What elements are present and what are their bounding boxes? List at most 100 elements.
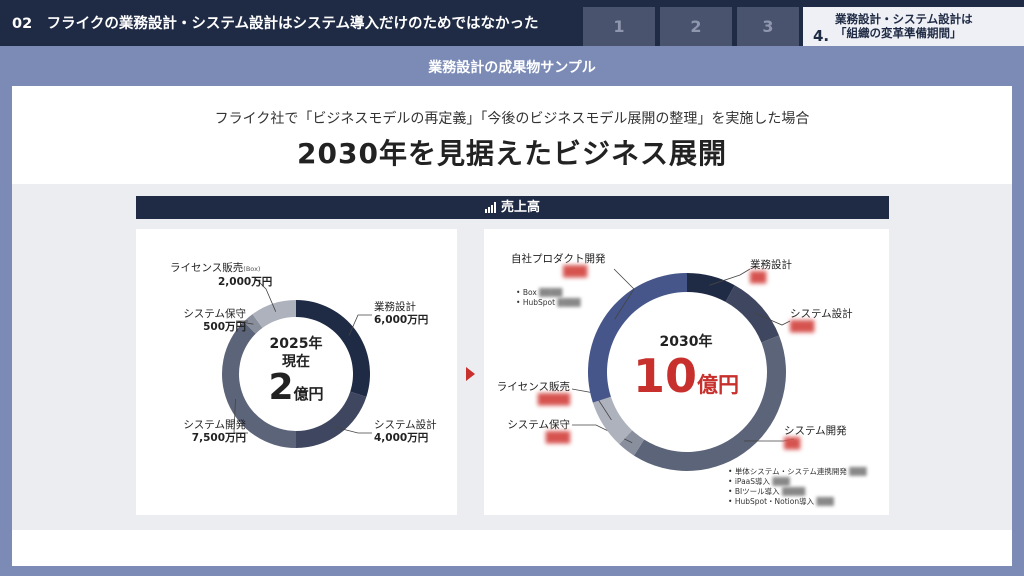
label-development-name: システム開発 [183, 419, 246, 431]
section-bar: 業務設計の成果物サンプル [0, 46, 1024, 86]
donut-slice-0 [296, 300, 370, 397]
note-dev-2: iPaaS導入 [734, 477, 771, 486]
leader-line-5 [613, 268, 635, 320]
label-business-design-2030: 業務設計 ██ [750, 259, 792, 285]
center-sub-2025: 現在 [282, 354, 310, 370]
note-dev-4: HubSpot・Notion導入 [734, 497, 815, 506]
center-total-2025: 2億円 [256, 367, 336, 408]
donut-chart-2030 [571, 268, 795, 471]
note-dev-2-blurred: ███ [772, 477, 790, 486]
center-year-2025: 2025年 [269, 336, 323, 352]
active-step-label: 業務設計・システム設計は 「組織の変革準備期間」 [835, 12, 973, 40]
leader-line-4 [253, 276, 277, 312]
step-tab-1[interactable]: 1 [583, 7, 655, 46]
label-development-2030: システム開発 ██ [784, 425, 847, 451]
label-license-value: 2,000万円 [218, 276, 273, 288]
label-development-2030-name: システム開発 [784, 425, 847, 437]
sales-label: 売上高 [500, 200, 540, 215]
development-notes: • 単体システム・システム連携開発 ███ • iPaaS導入 ███ • BI… [728, 467, 867, 506]
chart-card-2025: 2025年 現在 2億円 ライセンス販売(Box) 2,000万円 システム保守… [136, 229, 457, 515]
note-box: Box [522, 288, 537, 297]
label-system-design-value: 4,000万円 [374, 432, 429, 444]
arrow-right-icon [466, 367, 475, 381]
label-own-product: 自社プロダクト開発 ███ [511, 253, 606, 279]
label-business-design-2030-blurred: ██ [750, 272, 767, 284]
center-unit-2025: 億円 [293, 385, 324, 403]
label-maintenance-name: システム保守 [183, 308, 246, 320]
donut-slice-1 [725, 285, 780, 343]
label-business-design-value: 6,000万円 [374, 314, 429, 326]
center-value-2025: 2 [268, 367, 294, 408]
label-business-design-name: 業務設計 [374, 301, 416, 313]
label-development-2030-blurred: ██ [784, 438, 801, 450]
donut-slice-4 [252, 300, 296, 328]
active-step-number: 4. [813, 27, 830, 45]
bottom-band [0, 566, 1024, 576]
center-value-2030: 10 [632, 349, 697, 403]
step-tab-2[interactable]: 2 [660, 7, 732, 46]
note-box-blurred: ████ [539, 288, 563, 297]
leader-line-1 [753, 312, 791, 326]
label-system-design-name: システム設計 [374, 419, 437, 431]
note-hubspot: HubSpot [522, 298, 556, 307]
leader-line-3 [235, 320, 254, 325]
donut-chart-2025 [222, 276, 372, 448]
note-dev-1-blurred: ███ [849, 467, 867, 476]
leader-line-0 [709, 268, 751, 286]
label-license-name: ライセンス販売 [170, 262, 244, 274]
label-own-product-value-blurred: ███ [563, 266, 588, 278]
top-header: 02 フライクの業務設計・システム設計はシステム導入だけのためではなかった 1 … [0, 0, 1024, 46]
donut-slice-2 [633, 335, 786, 471]
leader-line-2 [233, 399, 248, 434]
label-maintenance-2030-name: システム保守 [507, 419, 570, 431]
label-business-design: 業務設計 6,000万円 [374, 301, 428, 327]
section-title: 業務設計の成果物サンプル [428, 60, 596, 76]
center-total-2030: 10億円 [614, 349, 758, 403]
active-step-line2: 「組織の変革準備期間」 [835, 26, 962, 40]
donut-slice-1 [296, 391, 367, 448]
own-product-notes: • Box ████ • HubSpot ████ [516, 288, 581, 307]
headline: 2030年を見据えたビジネス展開 [297, 137, 727, 170]
label-own-product-name: 自社プロダクト開発 [511, 253, 606, 265]
leader-line-1 [334, 426, 372, 434]
label-maintenance-value: 500万円 [203, 321, 246, 333]
label-business-design-2030-name: 業務設計 [750, 259, 792, 271]
note-dev-3-blurred: ████ [782, 487, 806, 496]
label-maintenance-2030-blurred: ███ [545, 432, 570, 444]
step-tab-4-active[interactable]: 4. 業務設計・システム設計は 「組織の変革準備期間」 [803, 7, 1024, 46]
label-maintenance: システム保守 500万円 [154, 308, 246, 334]
donut-slice-4 [592, 396, 633, 445]
label-development: システム開発 7,500万円 [150, 419, 246, 445]
center-unit-2030: 億円 [697, 373, 739, 397]
label-license-2030: ライセンス販売 ████ [484, 381, 570, 407]
label-license-note: (Box) [243, 265, 261, 273]
label-license: ライセンス販売(Box) 2,000万円 [170, 262, 272, 289]
note-hubspot-blurred: ████ [557, 298, 581, 307]
note-dev-1: 単体システム・システム連携開発 [734, 467, 847, 476]
label-system-design-2030: システム設計 ███ [790, 308, 853, 334]
note-dev-4-blurred: ███ [816, 497, 834, 506]
sales-header: 売上高 [136, 196, 889, 219]
step-tab-3[interactable]: 3 [737, 7, 799, 46]
bar-chart-icon [484, 202, 496, 213]
lead-text: フライク社で「ビジネスモデルの再定義」「今後のビジネスモデル展開の整理」を実施し… [214, 111, 810, 127]
donut-slice-5 [588, 273, 687, 403]
chapter-title: 02 フライクの業務設計・システム設計はシステム導入だけのためではなかった [12, 16, 539, 32]
center-year-2030: 2030年 [659, 334, 713, 350]
leader-line-2 [744, 438, 795, 442]
label-system-design-2030-blurred: ███ [790, 321, 815, 333]
leader-line-0 [348, 314, 372, 336]
donut-slice-0 [687, 273, 735, 302]
chart-card-2030: 2030年 10億円 自社プロダクト開発 ███ • Box ████ • Hu… [484, 229, 889, 515]
label-license-2030-blurred: ████ [537, 394, 570, 406]
donut-slice-2 [222, 321, 296, 448]
active-step-line1: 業務設計・システム設計は [835, 12, 973, 26]
donut-slice-3 [619, 430, 645, 456]
label-development-value: 7,500万円 [191, 432, 246, 444]
label-maintenance-2030: システム保守 ███ [484, 419, 570, 445]
label-system-design: システム設計 4,000万円 [374, 419, 437, 445]
label-license-2030-name: ライセンス販売 [496, 381, 570, 393]
note-dev-3: BIツール導入 [734, 487, 780, 496]
label-system-design-2030-name: システム設計 [790, 308, 853, 320]
content-panel: フライク社で「ビジネスモデルの再定義」「今後のビジネスモデル展開の整理」を実施し… [12, 86, 1012, 566]
